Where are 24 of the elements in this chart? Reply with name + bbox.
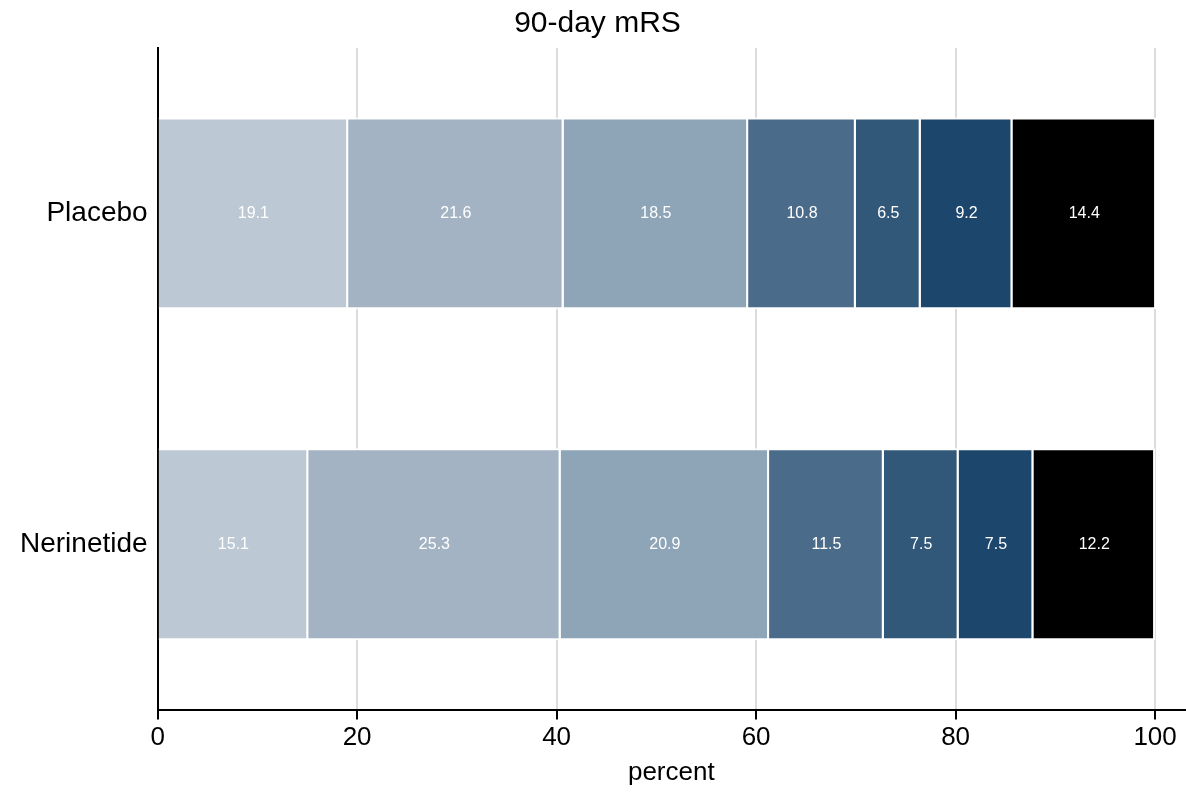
data-label: 15.1: [217, 534, 250, 552]
data-label: 14.4: [1068, 203, 1100, 221]
data-label: 12.2: [1078, 534, 1110, 552]
x-tick-label: 80: [941, 721, 971, 752]
data-label: 7.5: [910, 534, 933, 552]
data-label: 7.5: [984, 534, 1008, 552]
x-tick-label: 20: [342, 721, 372, 752]
data-label: 20.9: [649, 534, 681, 552]
x-tick-label: 40: [542, 721, 572, 752]
data-label: 25.3: [418, 534, 451, 552]
data-label: 11.5: [811, 534, 842, 552]
data-label: 21.6: [440, 203, 472, 221]
x-tick-label: 100: [1133, 721, 1177, 752]
data-label: 6.5: [877, 203, 900, 221]
data-label: 19.1: [237, 203, 270, 221]
y-tick-label: Nerinetide: [19, 526, 148, 558]
data-label: 10.8: [786, 203, 818, 221]
x-tick-label: 0: [150, 721, 165, 752]
x-tick-label: 60: [741, 721, 771, 752]
y-tick-label: Placebo: [46, 196, 148, 228]
data-label: 9.2: [955, 203, 978, 221]
data-label: 18.5: [640, 203, 672, 221]
chart-title: 90-day mRS: [514, 5, 681, 39]
x-axis-title: percent: [627, 755, 716, 786]
